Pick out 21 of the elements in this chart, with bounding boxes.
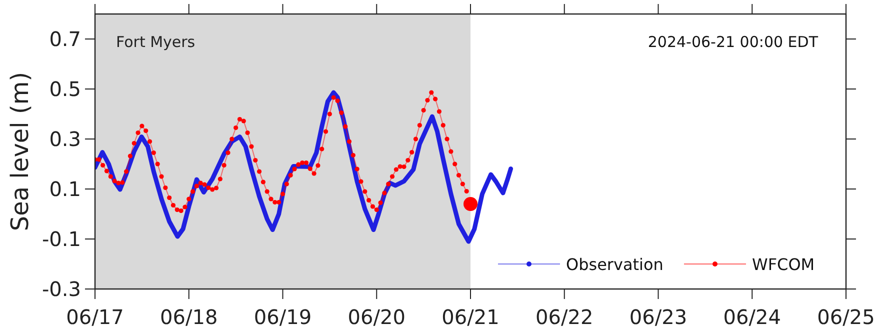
x-tick-label: 06/19 xyxy=(254,305,312,329)
x-tick-label: 06/25 xyxy=(817,305,875,329)
y-tick-label: 0.7 xyxy=(49,27,81,51)
annotation: Fort Myers xyxy=(116,33,196,51)
y-tick-label: -0.3 xyxy=(42,277,81,301)
x-tick-label: 06/24 xyxy=(723,305,781,329)
x-tick-label: 06/23 xyxy=(629,305,688,329)
x-tick-label: 06/20 xyxy=(348,305,406,329)
x-tick-label: 06/21 xyxy=(442,305,500,329)
x-tick-label: 06/18 xyxy=(160,305,218,329)
legend-label: WFCOM xyxy=(752,255,815,274)
y-tick-label: -0.1 xyxy=(42,227,81,251)
y-tick-label: 0.1 xyxy=(49,177,81,201)
x-tick-label: 06/17 xyxy=(66,305,124,329)
annotation: 2024-06-21 00:00 EDT xyxy=(648,33,819,51)
legend-label: Observation xyxy=(566,255,664,274)
x-tick-label: 06/22 xyxy=(536,305,594,329)
y-tick-label: 0.3 xyxy=(49,127,81,151)
y-tick-label: 0.5 xyxy=(49,77,81,101)
y-axis-title: Sea level (m) xyxy=(6,72,34,232)
line-series xyxy=(95,90,514,244)
